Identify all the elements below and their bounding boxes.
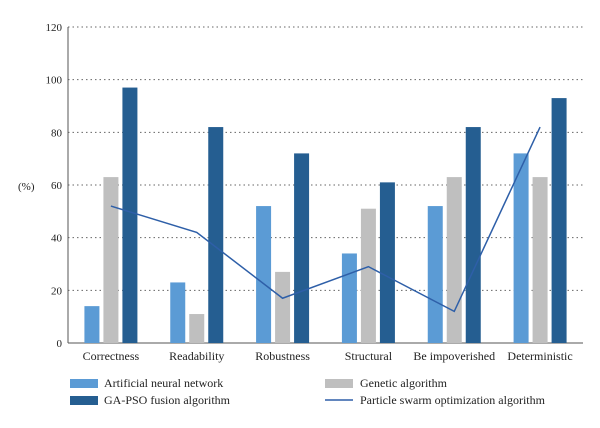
y-tick-label: 40 [51,233,63,245]
x-tick-label: Correctness [83,349,140,363]
bar [532,177,548,343]
legend-label-gapso: GA-PSO fusion algorithm [104,393,231,407]
y-axis-label: (%) [18,181,35,193]
bar [275,271,291,343]
x-tick-label: Structural [345,349,393,363]
x-tick-label: Be impoverished [413,349,495,363]
bars [84,87,567,343]
bar [122,87,138,343]
bar [360,208,376,343]
y-tick-label: 120 [46,22,63,34]
y-tick-label: 20 [51,285,63,297]
x-tick-label: Readability [169,349,224,363]
legend-label-pso: Particle swarm optimization algorithm [360,393,546,407]
bar [379,182,395,343]
legend-swatch-ann [70,379,98,388]
bar [341,253,357,343]
bar [189,314,205,343]
grid-lines [68,26,583,291]
x-tick-label: Deterministic [507,349,572,363]
bar [208,127,224,343]
y-tick-label: 60 [51,180,63,192]
line-series [110,126,541,313]
bar [513,153,529,343]
bar [84,306,100,343]
legend-swatch-ga [325,379,353,388]
bar [551,98,567,343]
legend-swatch-gapso [70,396,98,405]
bar [294,153,310,343]
x-tick-labels: Correctness Readability Robustness Structur… [83,349,573,363]
bar [427,206,443,343]
legend-label-ann: Artificial neural network [104,376,223,390]
x-tick-label: Robustness [255,349,310,363]
series-line [110,126,541,313]
bar [256,206,272,343]
bar [103,177,119,343]
bar [446,177,462,343]
bar [170,282,186,343]
axes [67,27,583,344]
legend-label-ga: Genetic algorithm [360,376,448,390]
y-tick-labels: 0 20 40 60 80 100 120 [46,22,63,350]
y-tick-label: 0 [57,338,63,350]
y-tick-label: 80 [51,127,63,139]
bar [465,127,481,343]
legend: Artificial neural network Genetic algori… [70,376,546,407]
y-tick-label: 100 [46,75,63,87]
